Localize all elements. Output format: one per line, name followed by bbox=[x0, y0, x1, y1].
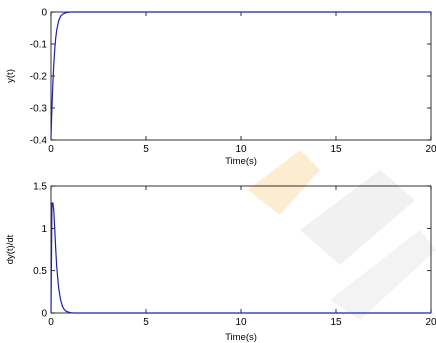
y-tick-label: 1.5 bbox=[33, 182, 47, 193]
y-tick-label: -0.1 bbox=[30, 40, 48, 51]
x-axis-label: Time(s) bbox=[225, 332, 257, 343]
x-axis-label: Time(s) bbox=[225, 156, 257, 167]
x-tick-label: 0 bbox=[48, 144, 54, 155]
y-axis-label: y(t) bbox=[5, 69, 16, 83]
y-tick-label: -0.3 bbox=[30, 104, 48, 115]
plot-frame bbox=[51, 186, 431, 313]
y-tick-label: 0 bbox=[41, 8, 47, 19]
x-tick-label: 10 bbox=[235, 317, 247, 328]
x-tick-label: 15 bbox=[330, 317, 342, 328]
x-tick-label: 20 bbox=[425, 144, 436, 155]
x-tick-label: 10 bbox=[235, 144, 247, 155]
x-tick-label: 0 bbox=[48, 317, 54, 328]
plot-frame bbox=[51, 12, 431, 140]
x-tick-label: 15 bbox=[330, 144, 342, 155]
y-tick-label: 0.5 bbox=[33, 266, 47, 277]
y-tick-label: -0.2 bbox=[30, 72, 48, 83]
top-panel: 0 5 10 15 20 -0.4 -0.3 -0.2 -0.1 0 Time(s) y(t) bbox=[5, 8, 436, 168]
x-tick-label: 5 bbox=[143, 144, 149, 155]
bottom-panel: 0 5 10 15 20 0 0.5 1 1.5 Time(s) dy(t)/dt bbox=[5, 182, 436, 343]
x-tick-label: 20 bbox=[425, 317, 436, 328]
series-line-0 bbox=[51, 203, 431, 313]
y-tick-label: -0.4 bbox=[30, 136, 48, 147]
y-tick-label: 0 bbox=[41, 309, 47, 320]
y-axis-label: dy(t)/dt bbox=[5, 234, 16, 264]
series-line-0 bbox=[51, 12, 431, 137]
y-tick-label: 1 bbox=[41, 224, 47, 235]
x-tick-label: 5 bbox=[143, 317, 149, 328]
